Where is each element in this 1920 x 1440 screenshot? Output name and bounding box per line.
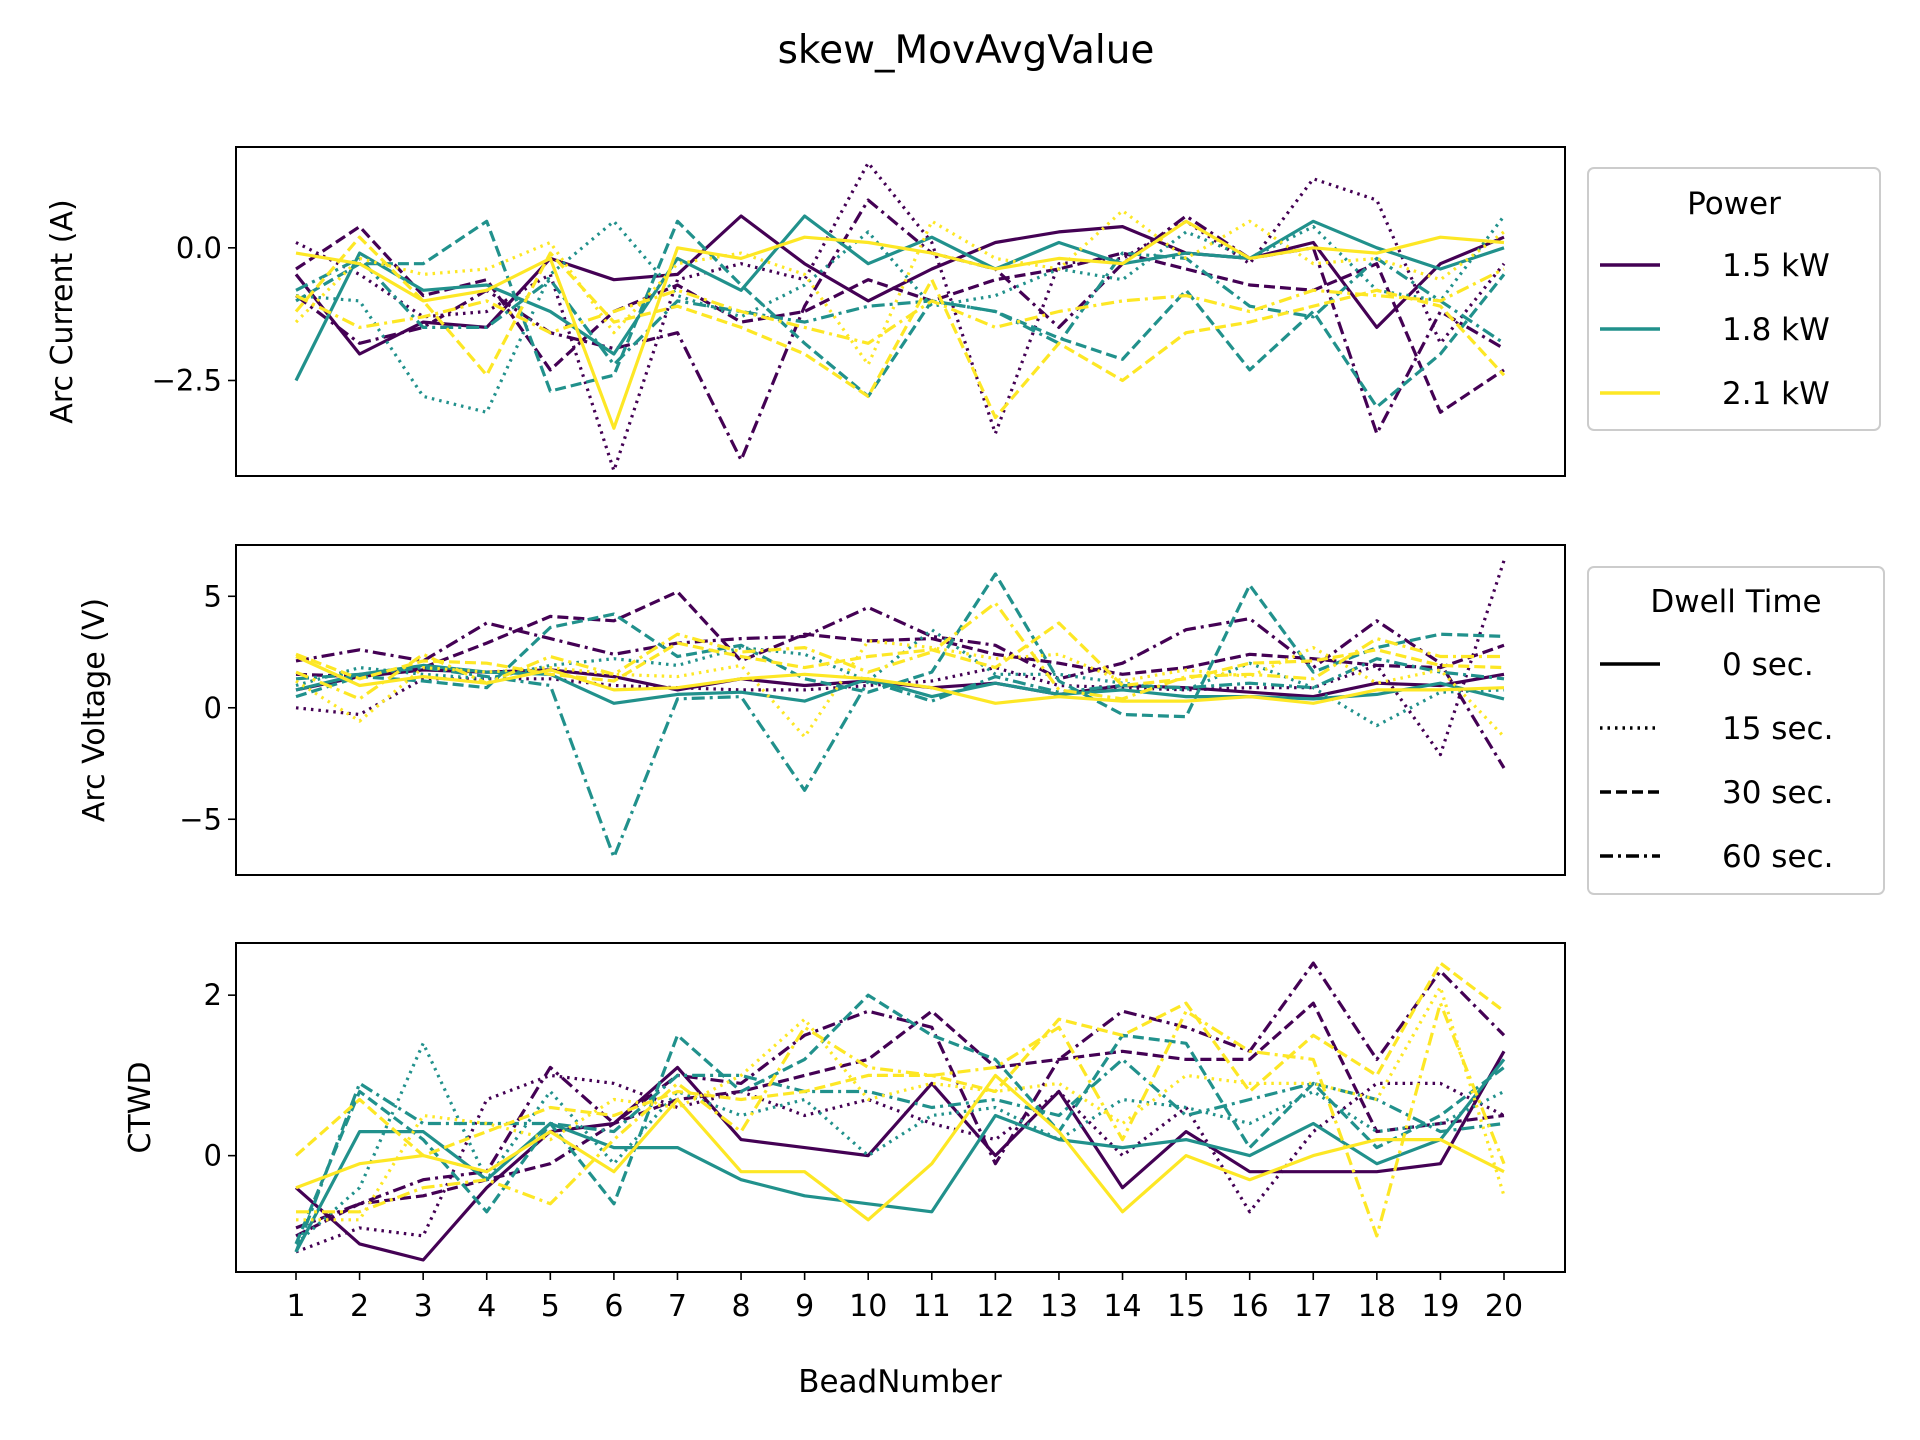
x-tick-label: 1 bbox=[286, 1289, 305, 1324]
x-tick-label: 11 bbox=[913, 1289, 951, 1324]
legend-label-30-sec: 30 sec. bbox=[1722, 775, 1833, 811]
x-tick-label: 8 bbox=[732, 1289, 751, 1324]
y-tick-label: 0 bbox=[204, 691, 222, 725]
x-tick-label: 18 bbox=[1358, 1289, 1396, 1324]
y-tick-label: 0 bbox=[204, 1139, 222, 1173]
legend-power: Power 1.5 kW 1.8 kW 2.1 kW bbox=[1588, 168, 1880, 430]
legend-label-2-1-kw: 2.1 kW bbox=[1722, 376, 1830, 412]
x-tick-label: 3 bbox=[414, 1289, 433, 1324]
x-tick-label: 16 bbox=[1231, 1289, 1269, 1324]
x-tick-label: 10 bbox=[849, 1289, 887, 1324]
y-axis-label: Arc Current (A) bbox=[45, 199, 80, 423]
legend-label-60-sec: 60 sec. bbox=[1722, 839, 1833, 875]
x-tick-label: 9 bbox=[795, 1289, 814, 1324]
figure-title: skew_MovAvgValue bbox=[778, 28, 1155, 73]
y-axis-label: Arc Voltage (V) bbox=[77, 598, 112, 822]
legend-label-1-8-kw: 1.8 kW bbox=[1722, 312, 1830, 348]
x-tick-label: 14 bbox=[1103, 1289, 1141, 1324]
x-tick-label: 4 bbox=[477, 1289, 496, 1324]
y-tick-label: 0.0 bbox=[176, 231, 222, 265]
legend-power-title: Power bbox=[1687, 186, 1781, 222]
x-tick-label: 7 bbox=[668, 1289, 687, 1324]
x-tick-label: 12 bbox=[976, 1289, 1014, 1324]
y-axis-label: CTWD bbox=[123, 1061, 158, 1153]
legend-label-0-sec: 0 sec. bbox=[1722, 647, 1814, 683]
legend-dwell-title: Dwell Time bbox=[1650, 584, 1821, 620]
x-tick-label: 19 bbox=[1421, 1289, 1459, 1324]
x-tick-label: 2 bbox=[350, 1289, 369, 1324]
y-tick-label: 2 bbox=[204, 978, 222, 1012]
legend-dwell: Dwell Time 0 sec. 15 sec. 30 sec. 60 sec. bbox=[1588, 567, 1884, 894]
x-tick-label: 17 bbox=[1294, 1289, 1332, 1324]
x-tick-label: 5 bbox=[541, 1289, 560, 1324]
legend-label-15-sec: 15 sec. bbox=[1722, 711, 1833, 747]
y-tick-label: −2.5 bbox=[152, 363, 222, 397]
x-tick-label: 20 bbox=[1485, 1289, 1523, 1324]
x-tick-label: 6 bbox=[604, 1289, 623, 1324]
legend-label-1-5-kw: 1.5 kW bbox=[1722, 248, 1830, 284]
x-tick-label: 13 bbox=[1040, 1289, 1078, 1324]
x-axis-label: BeadNumber bbox=[798, 1364, 1002, 1400]
x-tick-label: 15 bbox=[1167, 1289, 1205, 1324]
y-tick-label: −5 bbox=[179, 802, 222, 836]
y-tick-label: 5 bbox=[204, 579, 222, 613]
